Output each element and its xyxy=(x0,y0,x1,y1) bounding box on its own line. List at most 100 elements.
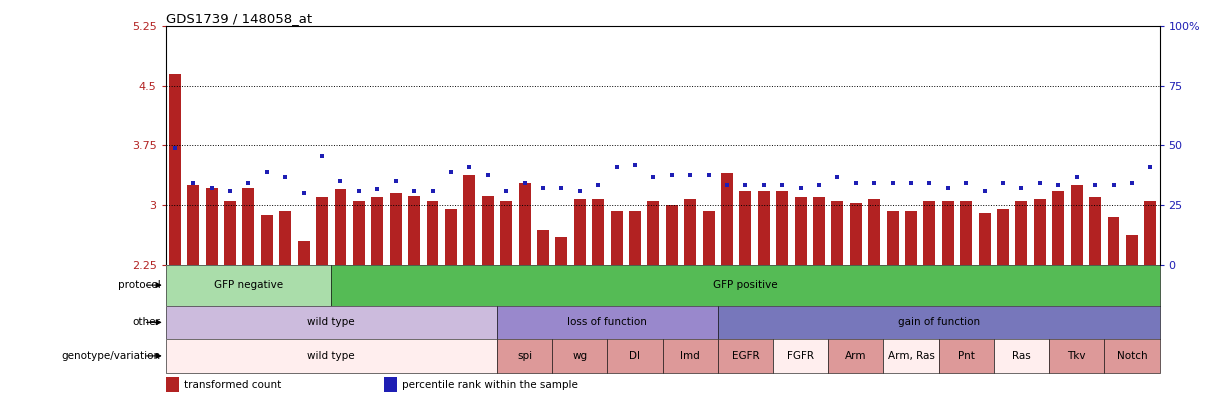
Point xyxy=(1011,184,1031,191)
Bar xyxy=(497,339,552,373)
Bar xyxy=(552,339,607,373)
Bar xyxy=(188,185,199,264)
Text: Dl: Dl xyxy=(629,351,640,361)
Text: gain of function: gain of function xyxy=(898,318,979,327)
Text: GDS1739 / 148058_at: GDS1739 / 148058_at xyxy=(166,12,312,25)
Bar xyxy=(1104,339,1160,373)
Text: protocol: protocol xyxy=(118,280,161,290)
Bar xyxy=(828,339,883,373)
Point xyxy=(569,188,589,194)
Point xyxy=(312,153,331,159)
Bar xyxy=(593,199,604,264)
Bar xyxy=(883,339,939,373)
Point xyxy=(643,174,663,181)
Bar xyxy=(998,209,1009,264)
Bar xyxy=(225,201,236,264)
Bar xyxy=(1090,197,1101,264)
Bar xyxy=(1053,191,1064,264)
Bar xyxy=(317,197,328,264)
Point xyxy=(753,182,773,188)
Bar xyxy=(206,188,217,264)
Bar xyxy=(850,203,861,264)
Bar xyxy=(331,264,1160,306)
Bar xyxy=(887,211,898,264)
Point xyxy=(1029,179,1049,186)
Text: Ras: Ras xyxy=(1012,351,1031,361)
Bar xyxy=(703,211,714,264)
Bar xyxy=(390,193,401,264)
Point xyxy=(717,182,736,188)
Text: Imd: Imd xyxy=(680,351,701,361)
Bar xyxy=(169,74,180,264)
Point xyxy=(956,179,975,186)
Bar xyxy=(611,211,622,264)
Bar xyxy=(906,211,917,264)
Text: other: other xyxy=(133,318,161,327)
Bar xyxy=(519,183,530,264)
Point xyxy=(937,184,957,191)
Point xyxy=(993,179,1012,186)
Text: Arm: Arm xyxy=(845,351,866,361)
Text: wild type: wild type xyxy=(308,318,355,327)
Text: loss of function: loss of function xyxy=(567,318,648,327)
Bar xyxy=(1016,201,1027,264)
Bar xyxy=(1049,339,1104,373)
Bar xyxy=(832,201,843,264)
Text: GFP negative: GFP negative xyxy=(213,280,283,290)
Point xyxy=(442,168,461,175)
Bar xyxy=(166,377,179,392)
Text: Notch: Notch xyxy=(1117,351,1147,361)
Bar xyxy=(924,201,935,264)
Bar xyxy=(663,339,718,373)
Bar xyxy=(721,173,733,264)
Point xyxy=(919,179,939,186)
Point xyxy=(1103,182,1123,188)
Bar xyxy=(445,209,456,264)
Bar xyxy=(1034,199,1045,264)
Point xyxy=(533,184,552,191)
Bar xyxy=(497,306,718,339)
Bar xyxy=(1108,217,1119,264)
Point xyxy=(735,182,755,188)
Bar xyxy=(939,339,994,373)
Point xyxy=(496,188,515,194)
Bar xyxy=(166,264,331,306)
Point xyxy=(882,179,902,186)
Point xyxy=(221,188,240,194)
Point xyxy=(606,164,626,170)
Point xyxy=(772,182,791,188)
Bar xyxy=(718,339,773,373)
Bar xyxy=(166,306,497,339)
Bar xyxy=(537,230,548,264)
Point xyxy=(330,178,351,185)
Point xyxy=(404,188,425,194)
Point xyxy=(625,162,645,168)
Point xyxy=(1085,182,1104,188)
Point xyxy=(477,172,498,178)
Bar xyxy=(666,205,677,264)
Text: wild type: wild type xyxy=(308,351,355,361)
Point xyxy=(588,182,607,188)
Point xyxy=(1141,164,1161,170)
Bar xyxy=(501,201,512,264)
Point xyxy=(459,164,479,170)
Point xyxy=(368,186,388,192)
Bar xyxy=(648,201,659,264)
Bar xyxy=(629,211,640,264)
Point xyxy=(974,188,994,194)
Point xyxy=(809,182,828,188)
Point xyxy=(845,179,865,186)
Point xyxy=(901,179,920,186)
Point xyxy=(698,172,718,178)
Bar xyxy=(994,339,1049,373)
Bar xyxy=(427,201,438,264)
Bar xyxy=(685,199,696,264)
Bar xyxy=(409,196,420,264)
Point xyxy=(164,145,184,151)
Point xyxy=(514,179,534,186)
Text: Pnt: Pnt xyxy=(958,351,974,361)
Bar xyxy=(795,197,806,264)
Point xyxy=(422,188,442,194)
Point xyxy=(1066,174,1086,181)
Bar xyxy=(243,188,254,264)
